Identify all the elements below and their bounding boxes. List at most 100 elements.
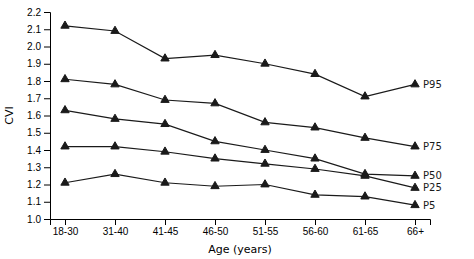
series-marker xyxy=(361,92,369,99)
series-marker xyxy=(261,145,269,152)
series-marker xyxy=(311,154,319,161)
y-tick: 1.4 xyxy=(27,145,50,156)
series-marker xyxy=(311,190,319,197)
series-marker xyxy=(261,59,269,66)
x-tick: 61-65 xyxy=(353,219,379,237)
y-tick: 2.1 xyxy=(27,24,50,35)
series-marker xyxy=(61,178,69,185)
y-tick: 1.8 xyxy=(27,76,50,87)
series-marker xyxy=(311,164,319,171)
series-marker xyxy=(411,183,419,190)
x-tick: 66+ xyxy=(407,219,424,237)
x-tick: 18-30 xyxy=(53,219,79,237)
y-tick-mark xyxy=(44,29,50,30)
y-tick-mark xyxy=(44,150,50,151)
series-marker xyxy=(211,137,219,144)
x-tick-mark xyxy=(365,219,366,225)
y-tick-mark xyxy=(44,133,50,134)
series-marker xyxy=(161,119,169,126)
x-tick-label: 31-40 xyxy=(103,226,129,237)
y-tick-label: 1.3 xyxy=(27,162,41,173)
series-marker xyxy=(161,54,169,61)
series-line xyxy=(65,147,415,188)
series-marker xyxy=(111,114,119,121)
series-marker xyxy=(61,74,69,81)
end-labels: P95 P75 P50P25 P5 xyxy=(423,79,442,211)
y-tick: 1.6 xyxy=(27,110,50,121)
marks xyxy=(61,21,419,208)
series-marker xyxy=(211,181,219,188)
series-marker xyxy=(61,21,69,28)
series-label: P95 xyxy=(423,79,442,90)
y-tick: 2.2 xyxy=(27,7,50,18)
y-tick-mark xyxy=(44,12,50,13)
series-marker xyxy=(111,142,119,149)
series-marker xyxy=(311,123,319,130)
series-marker xyxy=(211,99,219,106)
series-line xyxy=(65,110,415,176)
y-tick-mark xyxy=(44,81,50,82)
y-tick-label: 1.7 xyxy=(27,93,41,104)
series-marker xyxy=(161,147,169,154)
y-tick-mark xyxy=(44,64,50,65)
series-marker xyxy=(61,106,69,113)
y-axis: 1.0 1.1 1.2 1.3 1.4 1.5 1.6 1.7 1.8 1.9 2.0 2.1 2.2 xyxy=(27,7,50,225)
y-tick-mark xyxy=(44,47,50,48)
series-label: P75 xyxy=(423,141,442,152)
y-tick-label: 2.0 xyxy=(27,41,41,52)
series-marker xyxy=(111,26,119,33)
y-tick-label: 1.2 xyxy=(27,179,41,190)
x-tick-label: 46-50 xyxy=(203,226,229,237)
series-marker xyxy=(311,69,319,76)
series-marker xyxy=(261,159,269,166)
x-axis: 18-30 31-40 41-45 46-50 51-55 56-60 61-65 66+ xyxy=(51,219,431,237)
series-line xyxy=(65,79,415,146)
series-label: P5 xyxy=(423,200,435,211)
series-marker xyxy=(261,180,269,187)
y-tick-label: 1.8 xyxy=(27,76,41,87)
series-marker xyxy=(261,118,269,125)
x-tick-label: 18-30 xyxy=(53,226,79,237)
series-label: P25 xyxy=(423,182,442,193)
series-marker xyxy=(211,154,219,161)
x-tick-label: 41-45 xyxy=(153,226,179,237)
series-marker xyxy=(111,80,119,87)
y-tick-mark xyxy=(44,185,50,186)
series-marker xyxy=(411,80,419,87)
x-tick-label: 61-65 xyxy=(353,226,379,237)
x-axis-line xyxy=(51,220,431,226)
series-marker xyxy=(411,142,419,149)
series-line xyxy=(65,174,415,205)
series-marker xyxy=(161,95,169,102)
y-tick-label: 1.4 xyxy=(27,145,41,156)
y-tick-label: 2.2 xyxy=(27,7,41,18)
x-tick-label: 56-60 xyxy=(303,226,329,237)
y-tick: 1.5 xyxy=(27,127,50,138)
y-tick: 1.2 xyxy=(27,179,50,190)
y-tick-mark xyxy=(44,202,50,203)
series-marker xyxy=(61,142,69,149)
x-tick-label: 66+ xyxy=(407,226,424,237)
y-tick-label: 1.6 xyxy=(27,110,41,121)
y-tick: 1.0 xyxy=(27,214,50,225)
plot: 18-30 31-40 41-45 46-50 51-55 56-60 61-65 66+ 1.… xyxy=(27,7,442,237)
series-marker xyxy=(111,169,119,176)
series-marker xyxy=(411,171,419,178)
y-tick-mark xyxy=(44,219,50,220)
y-tick: 1.7 xyxy=(27,93,50,104)
x-tick: 41-45 xyxy=(153,219,179,237)
x-tick: 51-55 xyxy=(253,219,279,237)
x-tick-mark xyxy=(65,219,66,225)
y-tick-label: 1.9 xyxy=(27,58,41,69)
y-tick-label: 1.0 xyxy=(27,214,41,225)
x-tick-mark xyxy=(165,219,166,225)
x-tick-mark xyxy=(115,219,116,225)
series-marker xyxy=(161,178,169,185)
series-label: P50 xyxy=(423,170,442,181)
y-tick-mark xyxy=(44,98,50,99)
series-marker xyxy=(361,192,369,199)
y-tick: 1.1 xyxy=(27,196,50,207)
series-marker xyxy=(211,50,219,57)
series-marker xyxy=(361,133,369,140)
y-axis-line xyxy=(44,13,51,220)
